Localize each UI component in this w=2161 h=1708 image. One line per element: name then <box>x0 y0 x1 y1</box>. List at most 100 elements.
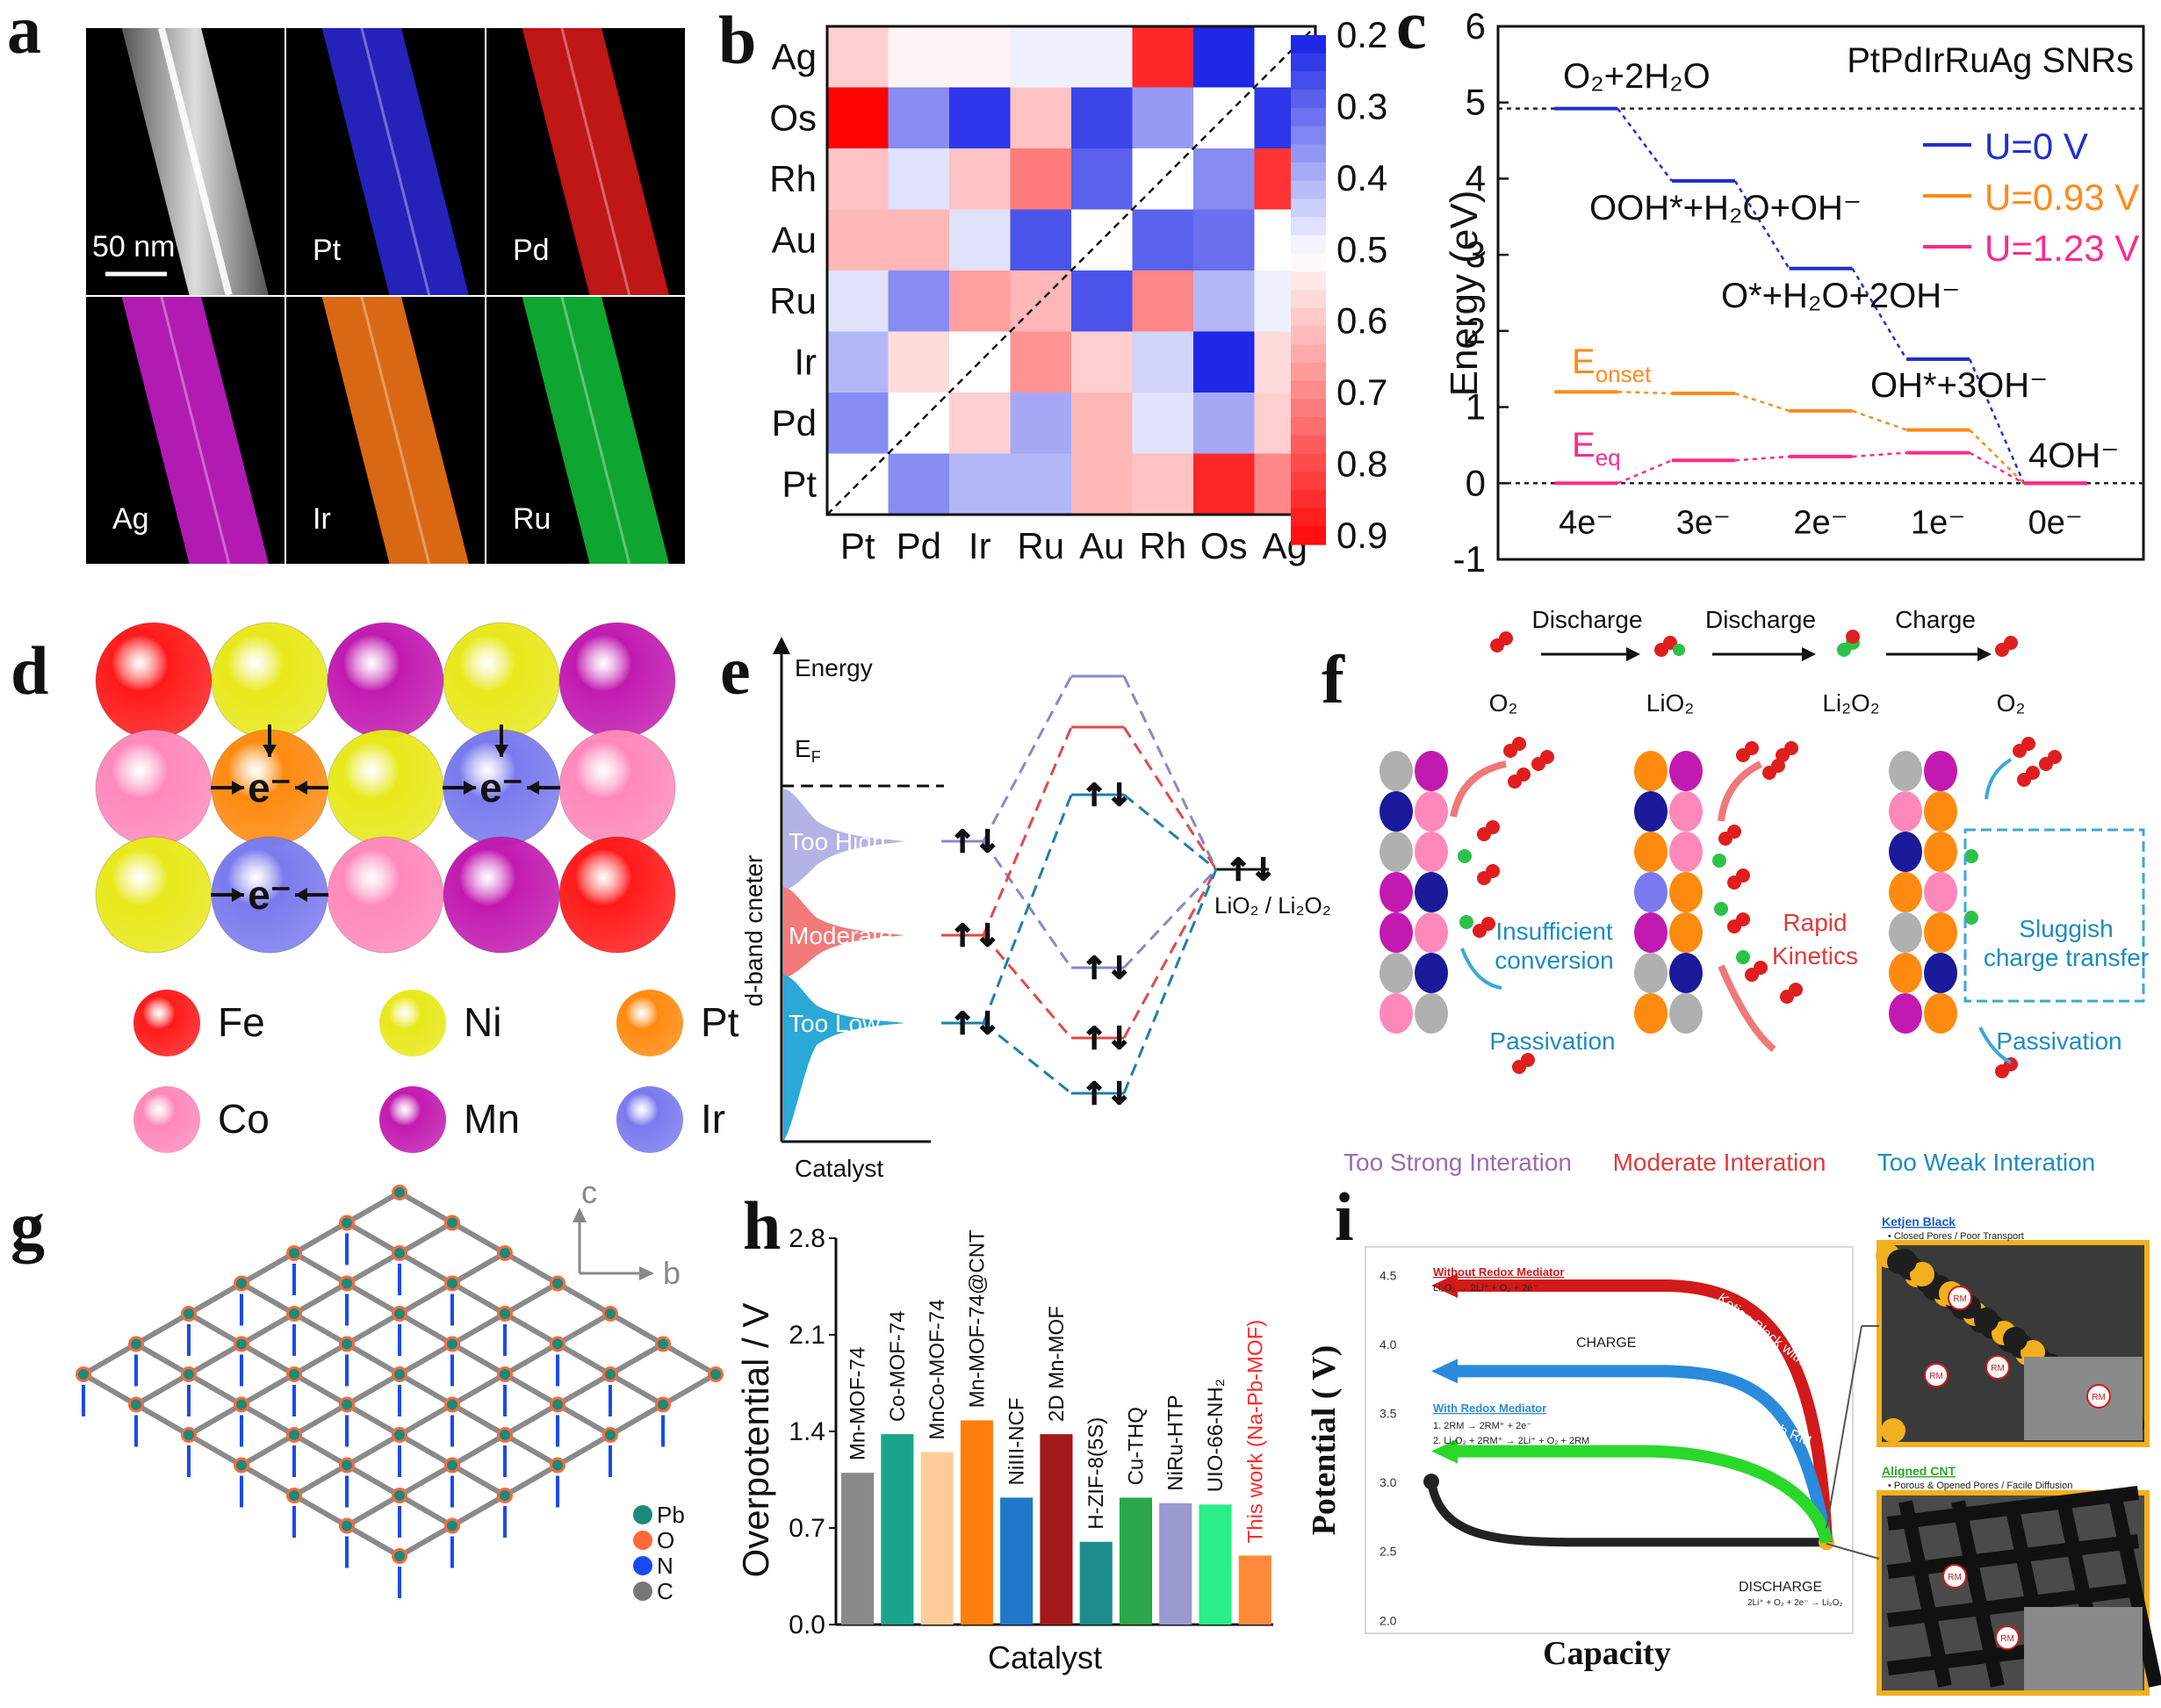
h-y-tick-label: 0.0 <box>789 1611 825 1640</box>
legend-sphere <box>133 1086 200 1153</box>
linker-bond <box>450 1280 507 1316</box>
heatmap-cell <box>888 453 950 515</box>
heatmap-cell <box>1132 270 1194 332</box>
nanoribbon-band <box>321 28 469 295</box>
legend-element-label: Pt <box>701 999 739 1045</box>
pb-atom <box>394 1187 405 1198</box>
heatmap-row-label: Au <box>772 219 817 260</box>
h-bar-label: Co-MOF-74 <box>886 1310 910 1422</box>
c-annotation-oh: OH*+3OH⁻ <box>1870 366 2048 405</box>
heatmap-cell <box>949 393 1011 454</box>
panel-label-h: h <box>743 1187 781 1264</box>
h-bar-label: H-ZIF-8(5S) <box>1084 1417 1108 1530</box>
linker-bond <box>292 1341 349 1377</box>
pb-atom <box>552 1459 563 1471</box>
heatmap-col-label: Pd <box>897 525 941 566</box>
heatmap-diagonal <box>826 25 1316 515</box>
heatmap-cell <box>1071 148 1133 210</box>
linker-bond <box>398 1341 454 1377</box>
h-bar <box>1159 1503 1192 1625</box>
molecule-atom <box>1784 741 1798 755</box>
linker-bond <box>134 1372 191 1408</box>
heatmap-cell <box>827 26 889 88</box>
i-rm-label: RM <box>1929 1372 1943 1381</box>
linker-bond <box>450 1311 507 1347</box>
e-dband-axis-label: d-band cneter <box>740 855 767 1007</box>
pb-atom <box>552 1399 563 1410</box>
heatmap-row-label: Pd <box>772 402 817 443</box>
molecule-atom <box>1846 630 1860 644</box>
g-legend-sphere <box>633 1556 652 1575</box>
atom-sphere <box>443 836 560 954</box>
molecule-atom <box>1712 854 1726 868</box>
heatmap-cell <box>949 26 1011 88</box>
i-ketjen-desc: • Closed Pores / Poor Transport <box>1888 1231 2024 1242</box>
i-sem-image <box>2024 1357 2143 1440</box>
surface-atom <box>1415 872 1448 912</box>
linker-bond <box>187 1341 243 1377</box>
surface-atom <box>1889 912 1922 953</box>
e-energy-label: Energy <box>795 654 873 681</box>
pb-atom <box>605 1430 616 1440</box>
pb-atom <box>552 1338 563 1350</box>
molecule-atom <box>1727 825 1741 839</box>
electron-label: e⁻ <box>248 872 292 918</box>
linker-bond <box>345 1493 401 1529</box>
e-product-label: LiO₂ / Li₂O₂ <box>1214 892 1331 919</box>
svg-text:↑↓: ↑↓ <box>1082 1077 1132 1112</box>
heatmap-cell <box>949 87 1011 149</box>
eds-element-label: Pt <box>313 234 342 267</box>
surface-atom <box>1634 791 1668 832</box>
e-orbital-levels <box>941 674 1269 1095</box>
i-carbon-particle <box>1892 1249 1917 1273</box>
heatmap-cell <box>827 270 889 332</box>
i-rm-label: RM <box>2092 1393 2106 1402</box>
surface-atom <box>1379 953 1413 993</box>
linker-bond <box>240 1372 296 1408</box>
c-annotation-o: O*+H₂O+2OH⁻ <box>1721 277 1960 315</box>
linker-bond <box>345 1523 401 1559</box>
atom-sphere <box>558 622 676 739</box>
molecule-atom <box>1964 911 1978 925</box>
pb-atom <box>447 1278 457 1289</box>
pb-atom <box>342 1520 352 1531</box>
heatmap-col-label: Os <box>1200 525 1248 566</box>
molecule-atom <box>1745 741 1759 755</box>
heatmap-cell <box>1010 209 1072 271</box>
legend-element-label: Ni <box>464 999 501 1045</box>
linker-bond <box>187 1311 243 1347</box>
surface-atom <box>1889 993 1922 1034</box>
surface-atom <box>1924 751 1957 791</box>
heatmap-cell <box>1010 148 1072 210</box>
linker-bond <box>398 1493 454 1529</box>
pb-atom <box>184 1369 194 1380</box>
legend-sphere <box>379 990 446 1056</box>
linker-bond <box>398 1250 454 1286</box>
i-cnt-title: Aligned CNT <box>1882 1464 1956 1478</box>
panel-e-dband-diagram: Energy EF d-band cneter Catalyst Too Hig… <box>740 637 1331 1182</box>
heatmap-row-label: Os <box>769 97 817 138</box>
f-step-arrowhead <box>1626 647 1640 661</box>
atom-sphere <box>327 836 444 954</box>
i-charge-with-rm-arrowhead <box>1431 1358 1458 1384</box>
axis-b-arrowhead <box>639 1266 654 1280</box>
heatmap-cell <box>949 148 1011 210</box>
i-rm-marker <box>1924 1363 1949 1387</box>
svg-text:↑↓: ↑↓ <box>950 825 1000 860</box>
linker-bond <box>556 1341 612 1377</box>
linker-bond <box>292 1280 349 1316</box>
heatmap-cell <box>827 209 889 271</box>
molecule-atom <box>2026 766 2040 780</box>
linker-bond <box>345 1250 401 1286</box>
electron-arrowhead <box>295 888 307 902</box>
linker-bond <box>503 1250 559 1286</box>
i-rm-label: RM <box>1948 1573 1962 1582</box>
h-bar <box>1079 1541 1113 1625</box>
c-annotation-o2: O₂+2H₂O <box>1563 57 1711 96</box>
linker-bond <box>503 1372 559 1408</box>
axis-c-arrowhead <box>573 1207 587 1222</box>
heatmap-cell <box>1010 26 1072 88</box>
atom-sphere <box>211 622 328 739</box>
surface-atom <box>1889 791 1922 832</box>
panel-f-interaction-schematic: O₂ LiO₂ Li₂O₂ O₂ Discharge Discharge Charge Ins… <box>1343 606 2149 1176</box>
